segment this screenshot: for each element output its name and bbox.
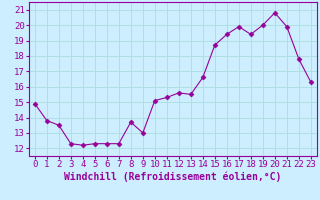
X-axis label: Windchill (Refroidissement éolien,°C): Windchill (Refroidissement éolien,°C): [64, 172, 282, 182]
